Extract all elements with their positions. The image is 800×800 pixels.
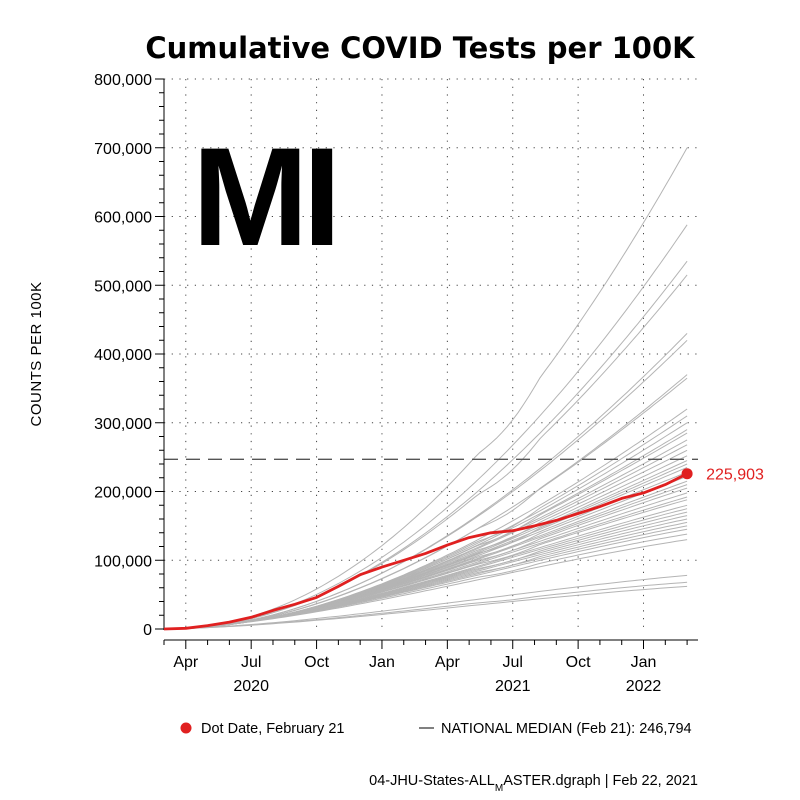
y-tick-label: 200,000 xyxy=(94,485,152,502)
legend: Dot Date, February 21 NATIONAL MEDIAN (F… xyxy=(180,721,692,737)
y-tick-label: 100,000 xyxy=(94,553,152,570)
end-dot xyxy=(681,468,693,480)
x-year-label: 2022 xyxy=(626,678,662,695)
footer-sub: M xyxy=(495,783,503,794)
legend-dot-label: Dot Date, February 21 xyxy=(201,721,344,737)
x-tick-label: Jan xyxy=(631,654,657,671)
x-tick-label: Oct xyxy=(566,654,591,671)
end-value-label: 225,903 xyxy=(706,467,764,484)
y-tick-label: 700,000 xyxy=(94,141,152,158)
footer-rest: ASTER.dgraph | Feb 22, 2021 xyxy=(503,773,698,789)
background-series-line xyxy=(163,585,688,630)
axes: 0 100,000 200,000 300,000 400,000 500,000 600,… xyxy=(94,72,698,695)
background-series-line xyxy=(164,415,688,630)
background-series-line xyxy=(163,487,688,630)
y-tick-label: 0 xyxy=(143,622,152,639)
footer-main: 04-JHU-States-ALL xyxy=(369,773,495,789)
x-tick-label: Jan xyxy=(369,654,395,671)
background-series-line xyxy=(163,496,688,630)
chart-title: Cumulative COVID Tests per 100K xyxy=(145,31,696,65)
y-tick-label: 500,000 xyxy=(94,278,152,295)
background-series xyxy=(163,147,688,630)
x-tick-label: Jul xyxy=(241,654,261,671)
x-year-label: 2021 xyxy=(495,678,531,695)
mi-series-line xyxy=(163,472,688,631)
background-series-line xyxy=(164,408,688,630)
x-tick-label: Apr xyxy=(435,654,461,671)
background-series-line xyxy=(163,539,688,630)
y-tick-label: 400,000 xyxy=(94,347,152,364)
background-series-line xyxy=(163,499,688,630)
x-year-label: 2020 xyxy=(233,678,269,695)
y-tick-label: 600,000 xyxy=(94,210,152,227)
y-tick-label: 800,000 xyxy=(94,72,152,89)
background-series-line xyxy=(164,339,688,630)
x-tick-label: Oct xyxy=(304,654,329,671)
state-label: MI xyxy=(192,118,336,275)
x-tick-label: Apr xyxy=(173,654,199,671)
y-axis-label: COUNTS PER 100K xyxy=(28,281,45,426)
legend-median-label: NATIONAL MEDIAN (Feb 21): 246,794 xyxy=(441,721,692,737)
legend-dot-icon xyxy=(180,722,192,734)
x-tick-label: Jul xyxy=(503,654,523,671)
y-tick-label: 300,000 xyxy=(94,416,152,433)
footer: 04-JHU-States-ALLMASTER.dgraph | Feb 22,… xyxy=(369,773,698,794)
